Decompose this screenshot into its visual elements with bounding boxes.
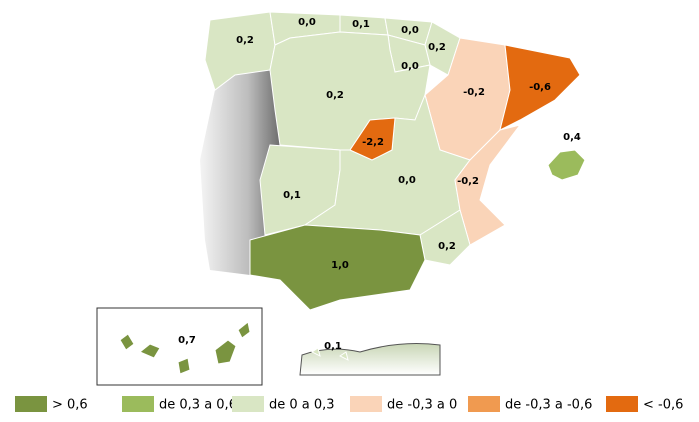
region: [454, 124, 522, 246]
region-label: -0,6: [529, 82, 551, 93]
region: [214, 339, 237, 365]
legend-label: de -0,3 a 0: [387, 398, 457, 413]
ceuta-melilla-coast: [299, 343, 441, 376]
legend-swatch: [232, 396, 264, 412]
region: [499, 44, 581, 131]
legend-swatch: [468, 396, 500, 412]
region: [177, 357, 191, 375]
legend-label: > 0,6: [52, 398, 88, 413]
legend-swatch: [606, 396, 638, 412]
region-label: 0,0: [398, 175, 416, 186]
legend-label: de -0,3 a -0,6: [505, 398, 592, 413]
region-label: -2,2: [362, 137, 384, 148]
region-label: 0,2: [326, 90, 344, 101]
region-label: -0,2: [457, 176, 479, 187]
region-label: 0,7: [178, 335, 196, 346]
region: [237, 321, 251, 339]
region-label: 0,2: [236, 35, 254, 46]
legend-swatch: [122, 396, 154, 412]
legend-label: < -0,6: [643, 398, 683, 413]
region-label: 0,4: [563, 132, 581, 143]
region-label: 0,1: [283, 190, 301, 201]
legend-label: de 0 a 0,3: [269, 398, 335, 413]
region: [139, 343, 161, 359]
region-label: 0,2: [438, 241, 456, 252]
region-label: -0,2: [463, 87, 485, 98]
region-label: 0,0: [298, 17, 316, 28]
legend-swatch: [350, 396, 382, 412]
legend-swatch: [15, 396, 47, 412]
region: [119, 333, 135, 351]
region-label: 0,2: [428, 42, 446, 53]
portugal: [200, 70, 280, 275]
region: [349, 117, 396, 161]
region: [311, 347, 321, 357]
region: [547, 149, 586, 181]
region-label: 0,1: [352, 19, 370, 30]
region-label: 0,1: [324, 341, 342, 352]
region: [249, 224, 426, 311]
region-label: 1,0: [331, 260, 349, 271]
region-label: 0,0: [401, 61, 419, 72]
region-label: 0,0: [401, 25, 419, 36]
region: [339, 351, 349, 361]
region: [424, 21, 461, 76]
legend-label: de 0,3 a 0,6: [159, 398, 237, 413]
